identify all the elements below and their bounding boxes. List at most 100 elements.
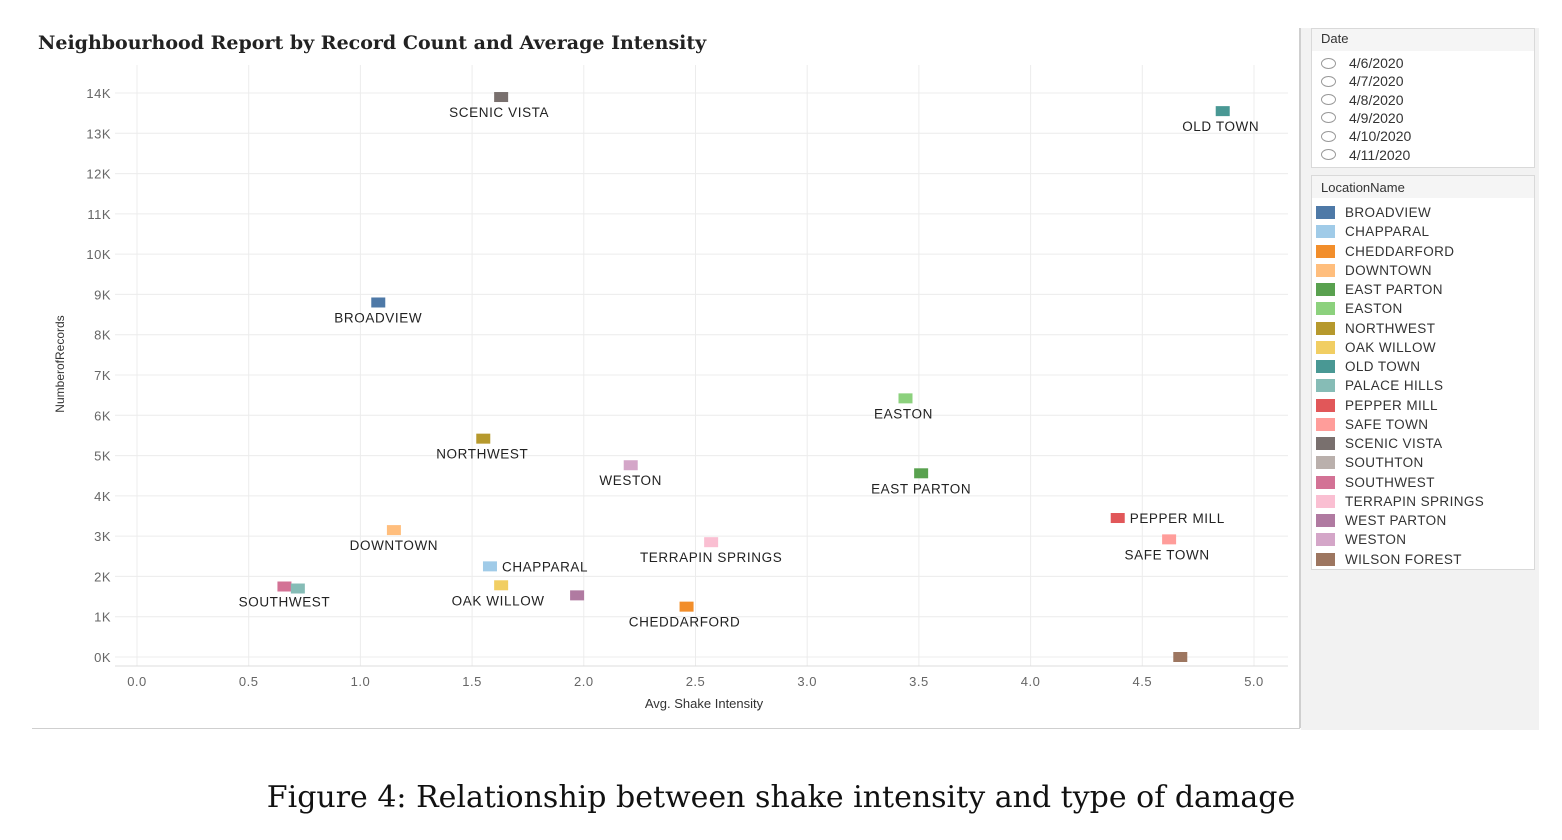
y-tick-label: 11K <box>87 207 111 222</box>
legend-item-label: DOWNTOWN <box>1345 262 1432 278</box>
radio-icon[interactable] <box>1321 149 1336 160</box>
x-tick-label: 4.5 <box>1133 674 1153 689</box>
legend-swatch <box>1316 456 1335 470</box>
y-tick-label: 12K <box>86 167 111 182</box>
legend-item[interactable]: DOWNTOWN <box>1316 261 1432 280</box>
point-wilson-forest <box>1173 652 1188 662</box>
legend-swatch <box>1316 283 1335 296</box>
legend-item[interactable]: SOUTHWEST <box>1316 473 1435 492</box>
x-tick-label: 5.0 <box>1244 674 1264 689</box>
chart-panel: Neighbourhood Report by Record Count and… <box>32 28 1300 729</box>
chart-title: Neighbourhood Report by Record Count and… <box>38 32 707 54</box>
point-old-town <box>1215 106 1230 117</box>
x-tick-label: 3.0 <box>797 674 817 689</box>
legend-item[interactable]: WEST PARTON <box>1316 511 1447 530</box>
legend-item[interactable]: OLD TOWN <box>1316 357 1420 376</box>
legend-item-label: OAK WILLOW <box>1345 339 1437 355</box>
y-tick-label: 14K <box>86 86 111 101</box>
y-tick-label: 8K <box>94 328 111 343</box>
date-option[interactable]: 4/8/2020 <box>1321 91 1404 109</box>
point-label-safe-town: SAFE TOWN <box>1125 547 1210 562</box>
point-northwest <box>476 433 491 444</box>
point-label-weston: WESTON <box>599 473 662 488</box>
legend-swatch <box>1316 225 1335 239</box>
date-option[interactable]: 4/9/2020 <box>1321 109 1404 127</box>
x-tick-label: 0.0 <box>127 674 147 689</box>
x-tick-label: 4.0 <box>1021 674 1041 689</box>
point-label-cheddarford: CHEDDARFORD <box>629 615 741 630</box>
point-label-oak-willow: OAK WILLOW <box>452 593 545 608</box>
point-label-chapparal: CHAPPARAL <box>502 559 588 574</box>
radio-icon[interactable] <box>1321 130 1336 142</box>
legend-item-label: PALACE HILLS <box>1345 378 1444 394</box>
legend-item-label: CHEDDARFORD <box>1345 243 1455 259</box>
legend-item-label: WESTON <box>1345 532 1407 548</box>
legend-item[interactable]: CHEDDARFORD <box>1316 242 1454 261</box>
legend-swatch <box>1316 321 1335 335</box>
legend-item[interactable]: SCENIC VISTA <box>1316 434 1443 453</box>
radio-icon[interactable] <box>1321 57 1336 69</box>
date-option[interactable]: 4/6/2020 <box>1321 54 1404 72</box>
legend-item[interactable]: SAFE TOWN <box>1316 415 1428 434</box>
legend-item[interactable]: SOUTHTON <box>1316 453 1424 472</box>
legend-item-label: PEPPER MILL <box>1345 397 1438 413</box>
legend-item[interactable]: WILSON FOREST <box>1316 550 1462 569</box>
date-option[interactable]: 4/10/2020 <box>1321 127 1411 145</box>
legend-swatch <box>1316 514 1335 527</box>
legend-item[interactable]: BROADVIEW <box>1316 203 1431 222</box>
point-broadview <box>371 297 386 308</box>
radio-icon[interactable] <box>1321 75 1336 87</box>
x-tick-label: 1.0 <box>351 674 371 689</box>
legend-swatch <box>1316 437 1335 450</box>
legend-swatch <box>1316 263 1335 277</box>
legend-item[interactable]: CHAPPARAL <box>1316 222 1429 241</box>
x-tick-label: 3.5 <box>909 674 929 689</box>
point-label-old-town: OLD TOWN <box>1182 119 1259 134</box>
legend-item-label: BROADVIEW <box>1345 205 1432 220</box>
legend-item[interactable]: EASTON <box>1316 299 1403 318</box>
legend-swatch <box>1316 533 1335 547</box>
y-tick-label: 5K <box>94 449 111 464</box>
legend-swatch <box>1316 494 1335 508</box>
x-tick-label: 2.0 <box>574 674 594 689</box>
date-option-label: 4/6/2020 <box>1349 55 1404 71</box>
legend-item[interactable]: EAST PARTON <box>1316 280 1443 299</box>
legend-item[interactable]: WESTON <box>1316 530 1406 549</box>
legend-item-label: EASTON <box>1345 301 1403 317</box>
y-tick-label: 9K <box>94 287 111 302</box>
scatter-plot: 0.0 0.5 1.0 1.5 2.0 2.5 3.0 3.5 4.0 4.5 5.0 0K 1K 2K 3… <box>53 65 1288 711</box>
point-southwest <box>277 581 292 592</box>
legend-swatch <box>1316 302 1335 316</box>
panel-divider <box>1299 28 1301 728</box>
date-option[interactable]: 4/7/2020 <box>1321 72 1404 90</box>
legend-item[interactable]: NORTHWEST <box>1316 319 1435 338</box>
radio-icon[interactable] <box>1321 112 1336 124</box>
point-downtown <box>386 525 401 536</box>
legend-item-label: WILSON FOREST <box>1345 551 1462 567</box>
point-palace-hills <box>290 583 305 594</box>
y-tick-label: 2K <box>94 569 111 584</box>
legend-title: LocationName <box>1321 180 1405 195</box>
point-label-east-parton: EAST PARTON <box>871 481 971 496</box>
date-option[interactable]: 4/11/2020 <box>1321 146 1410 164</box>
legend-item[interactable]: PEPPER MILL <box>1316 396 1438 415</box>
legend-item-label: WEST PARTON <box>1345 513 1447 528</box>
legend-item-label: SOUTHTON <box>1345 455 1424 471</box>
date-option-label: 4/11/2020 <box>1349 146 1411 163</box>
point-oak-willow <box>494 580 509 591</box>
legend-item[interactable]: TERRAPIN SPRINGS <box>1316 492 1484 511</box>
point-chapparal <box>482 561 497 572</box>
point-easton <box>898 393 913 404</box>
legend-item-label: SAFE TOWN <box>1345 416 1429 432</box>
location-legend: LocationName BROADVIEW CHAPPARAL CHEDDARFO… <box>1311 175 1535 570</box>
point-label-northwest: NORTHWEST <box>436 447 528 462</box>
legend-item[interactable]: OAK WILLOW <box>1316 338 1436 357</box>
legend-swatch <box>1316 398 1335 412</box>
date-filter-header <box>1312 29 1534 51</box>
legend-swatch <box>1316 206 1335 219</box>
legend-item-label: SCENIC VISTA <box>1345 436 1443 451</box>
point-scenic-vista <box>494 92 509 103</box>
radio-icon[interactable] <box>1321 94 1336 106</box>
y-tick-label: 6K <box>94 408 111 423</box>
legend-item[interactable]: PALACE HILLS <box>1316 376 1443 395</box>
